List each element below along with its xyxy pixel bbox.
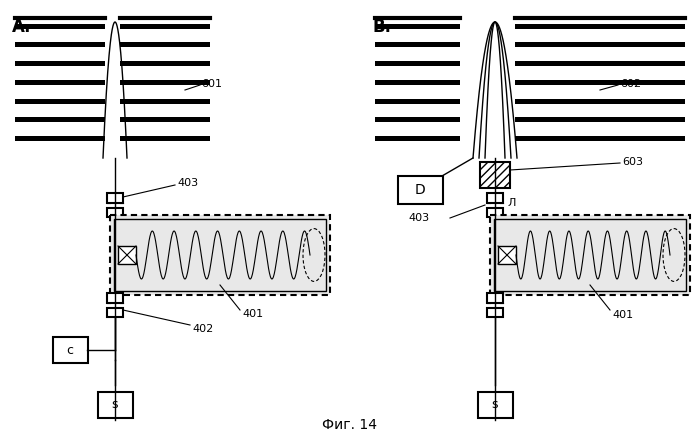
- Bar: [487, 307, 503, 317]
- Bar: [120, 80, 210, 85]
- Bar: [120, 61, 210, 66]
- Bar: [375, 80, 460, 85]
- Text: 402: 402: [192, 324, 213, 334]
- Bar: [120, 43, 210, 47]
- Bar: [120, 117, 210, 122]
- Bar: [375, 23, 460, 29]
- Bar: [515, 136, 685, 141]
- Bar: [487, 207, 503, 217]
- Bar: [15, 61, 105, 66]
- Bar: [480, 162, 510, 188]
- Text: Фиг. 14: Фиг. 14: [322, 418, 377, 432]
- Bar: [490, 215, 690, 295]
- Text: 602: 602: [620, 79, 641, 89]
- Bar: [515, 61, 685, 66]
- Bar: [375, 117, 460, 122]
- Text: 601: 601: [201, 79, 222, 89]
- Text: A.: A.: [12, 18, 31, 36]
- Bar: [515, 80, 685, 85]
- Text: 401: 401: [242, 309, 263, 319]
- Bar: [52, 337, 87, 363]
- Bar: [477, 392, 512, 418]
- Bar: [97, 392, 133, 418]
- Text: B.: B.: [372, 18, 391, 36]
- Bar: [15, 23, 105, 29]
- Bar: [15, 80, 105, 85]
- Bar: [120, 99, 210, 104]
- Bar: [498, 246, 516, 264]
- Bar: [487, 293, 503, 303]
- Bar: [375, 43, 460, 47]
- Bar: [110, 215, 330, 295]
- Text: c: c: [66, 343, 73, 357]
- Bar: [15, 136, 105, 141]
- Bar: [515, 23, 685, 29]
- Bar: [120, 23, 210, 29]
- Bar: [515, 43, 685, 47]
- Bar: [375, 61, 460, 66]
- Text: 603: 603: [622, 157, 643, 167]
- Bar: [107, 207, 123, 217]
- Bar: [515, 99, 685, 104]
- Bar: [375, 136, 460, 141]
- Bar: [15, 117, 105, 122]
- Text: s: s: [112, 399, 118, 412]
- Bar: [494, 219, 686, 291]
- Bar: [118, 246, 136, 264]
- Text: s: s: [492, 399, 498, 412]
- Bar: [114, 219, 326, 291]
- Bar: [107, 293, 123, 303]
- Bar: [487, 193, 503, 202]
- Text: 403: 403: [177, 178, 198, 188]
- Text: 401: 401: [612, 310, 633, 320]
- Bar: [375, 99, 460, 104]
- Text: 403: 403: [409, 213, 430, 223]
- Bar: [120, 136, 210, 141]
- Bar: [107, 193, 123, 202]
- Bar: [107, 307, 123, 317]
- Bar: [515, 117, 685, 122]
- Text: Л: Л: [507, 198, 515, 208]
- Bar: [15, 99, 105, 104]
- Bar: [398, 176, 442, 204]
- Text: D: D: [415, 183, 426, 197]
- Bar: [15, 43, 105, 47]
